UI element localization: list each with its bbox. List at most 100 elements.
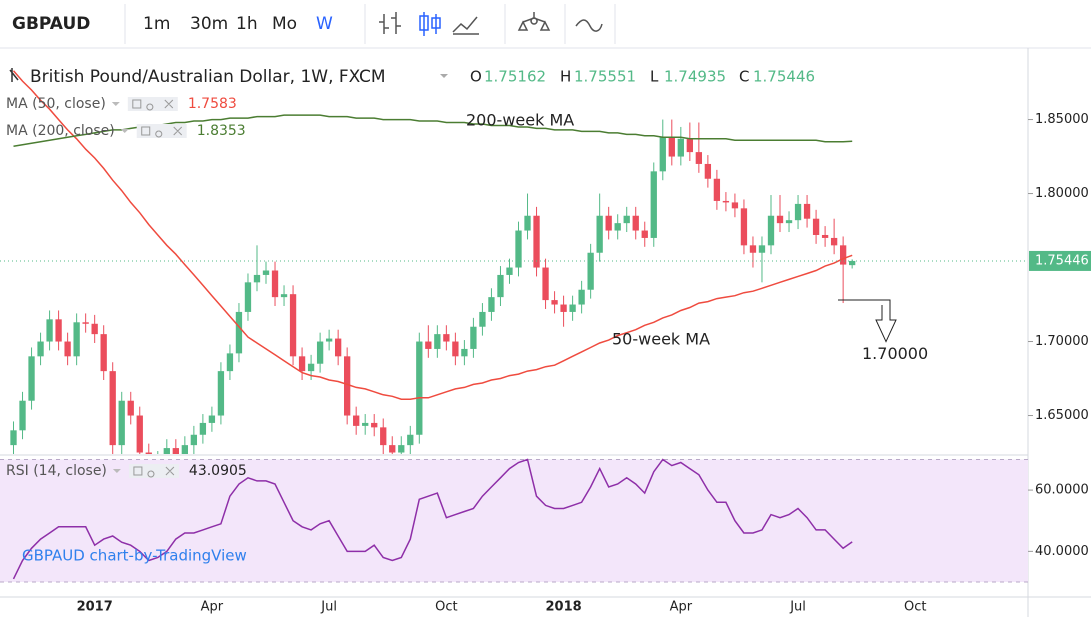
rsi-tick-label: 40.0000	[1035, 544, 1089, 559]
study-legend: MA (50, close) 1.7583 MA (200, close) 1.835…	[6, 96, 247, 479]
legend-menu[interactable]	[112, 469, 121, 473]
candle-body	[19, 400, 26, 431]
candle-body	[641, 230, 648, 238]
legend-icons[interactable]	[141, 126, 183, 138]
candle-body	[280, 294, 288, 298]
interval-button[interactable]: 1h	[236, 14, 258, 34]
legend-icons[interactable]	[133, 466, 175, 478]
candle-body	[695, 152, 703, 164]
candle-body	[109, 371, 116, 446]
candle-body	[73, 322, 80, 357]
candle-body	[812, 218, 820, 235]
symbol[interactable]: GBPAUD	[12, 14, 90, 34]
candles-icon[interactable]	[419, 12, 441, 36]
x-tick-label: Oct	[904, 600, 926, 615]
candle-body	[307, 363, 315, 372]
candle-body	[37, 341, 44, 357]
candle-body	[632, 215, 639, 231]
candle-body	[325, 338, 333, 342]
y-tick-label: 1.85000	[1035, 112, 1089, 127]
candle-body	[443, 334, 450, 342]
rsi-line	[12, 458, 853, 580]
candle-body	[334, 338, 342, 357]
candle-body	[776, 215, 784, 224]
interval-button[interactable]: W	[316, 14, 333, 34]
candle-body	[244, 282, 252, 312]
legend-icon-box[interactable]	[136, 124, 187, 138]
candle-body	[353, 415, 360, 426]
candle-body	[362, 422, 369, 426]
candle-body	[262, 270, 270, 275]
candle-body	[398, 445, 405, 453]
area-icon[interactable]	[452, 16, 479, 35]
ohlc-values: O 1.75162 H 1.75551 L 1.74935 C 1.75446	[470, 68, 815, 86]
toolbar-separators	[124, 4, 616, 44]
candle-body	[461, 348, 468, 357]
watermark[interactable]: GBPAUD chart-by-TradingView	[22, 547, 247, 565]
candle-body	[82, 322, 89, 324]
candle-body	[10, 430, 17, 446]
candle-body	[172, 448, 179, 454]
legend-icon-box[interactable]	[127, 97, 178, 111]
candle-body	[794, 203, 802, 221]
x-tick-label: Apr	[201, 600, 224, 615]
x-tick-label: Oct	[435, 600, 457, 615]
candle-body	[839, 245, 847, 265]
candle-body	[28, 356, 35, 401]
candle-body	[659, 137, 666, 172]
candle-body	[380, 427, 387, 446]
candle-body	[587, 252, 594, 290]
toolbar-icons	[379, 12, 603, 36]
candle-body	[731, 202, 739, 209]
candle-body	[569, 304, 576, 312]
title-menu-icon[interactable]	[440, 74, 448, 78]
candle-body	[488, 297, 495, 312]
rsi-tick-label: 60.0000	[1035, 483, 1089, 498]
candle-body	[551, 300, 558, 305]
rsi-band-group	[0, 458, 1028, 583]
candle-body	[830, 237, 838, 246]
legend-icon-box[interactable]	[128, 464, 179, 478]
candle-body	[524, 215, 531, 231]
candle-body	[560, 304, 567, 312]
last-price-label: 1.75446	[1035, 253, 1089, 268]
candle-body	[821, 234, 829, 238]
interval-button[interactable]: 30m	[190, 14, 228, 34]
interval-button[interactable]: 1m	[143, 14, 170, 34]
legend-menu[interactable]	[120, 129, 129, 133]
candle-body	[614, 223, 621, 231]
indicators-icon[interactable]	[517, 12, 551, 31]
candle-body	[686, 138, 693, 153]
candle-body	[416, 341, 423, 435]
candle-body	[605, 215, 612, 231]
y-tick-label: 1.80000	[1035, 186, 1089, 201]
candle-body	[506, 267, 513, 275]
legend-icons[interactable]	[132, 99, 174, 111]
rsi-legend-value: 43.0905	[189, 463, 247, 479]
candle-body	[127, 400, 134, 416]
candle-body	[145, 452, 152, 454]
interval-button[interactable]: Mo	[272, 14, 297, 34]
candle-body	[425, 341, 432, 349]
x-tick-label: Apr	[670, 600, 693, 615]
candle-body	[497, 274, 504, 298]
x-tick-label: Jul	[789, 600, 806, 615]
ohlc-label: L	[650, 68, 659, 86]
bars-icon[interactable]	[379, 12, 401, 34]
annotation: 50-week MA	[612, 330, 710, 349]
collapse-icon[interactable]	[9, 68, 19, 82]
annotation: 200-week MA	[466, 111, 574, 130]
candle-body	[407, 434, 414, 446]
candle-body	[578, 289, 585, 305]
series-title: British Pound/Australian Dollar, 1W, FXC…	[30, 67, 386, 87]
candle-body	[848, 260, 856, 266]
candle-body	[217, 371, 225, 416]
rsi-legend-name: RSI (14, close)	[6, 463, 107, 479]
candle-body	[190, 434, 198, 446]
legend-menu[interactable]	[111, 102, 120, 106]
candle-body	[371, 422, 378, 428]
ohlc-label: O	[470, 68, 482, 86]
compare-icon[interactable]	[575, 19, 603, 32]
candle-body	[650, 171, 657, 238]
candle-body	[298, 356, 306, 372]
